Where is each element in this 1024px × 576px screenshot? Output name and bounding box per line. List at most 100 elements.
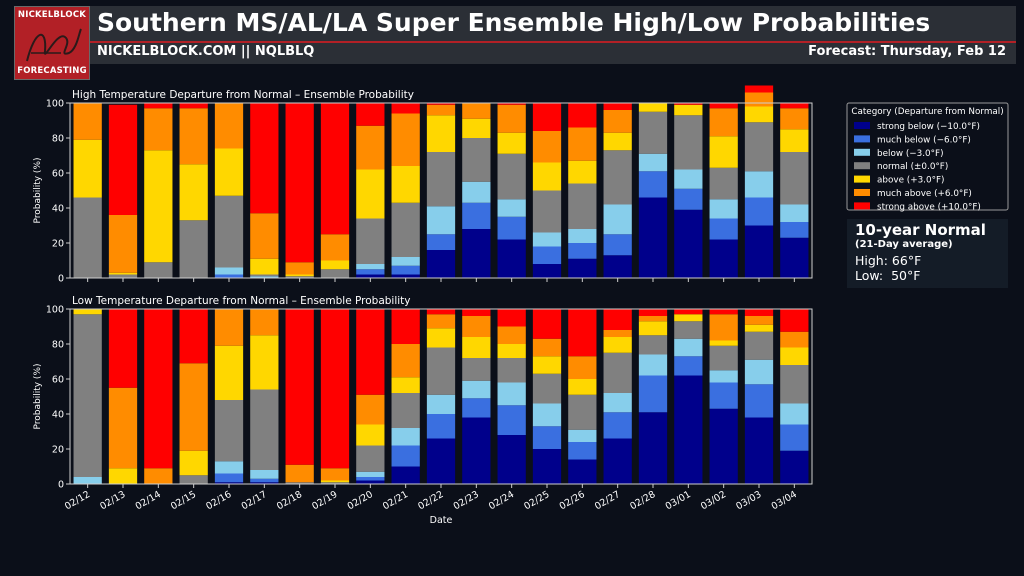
legend-swatch <box>854 162 870 170</box>
y-tick-label: 0 <box>58 274 64 285</box>
bar-segment <box>780 309 809 332</box>
bar-segment <box>568 309 597 357</box>
x-axis-label: Date <box>430 515 453 526</box>
bar-segment <box>250 103 279 214</box>
y-tick-label: 80 <box>52 134 64 145</box>
bar-segment <box>426 103 456 105</box>
bar-segment <box>214 345 244 400</box>
bar-segment <box>497 326 526 344</box>
logo: NICKELBLOCK FORECASTING <box>14 6 90 80</box>
bar-segment <box>462 316 491 337</box>
bar-segment <box>73 103 102 140</box>
normal-low: Low: 50°F <box>855 268 921 283</box>
x-tick-label: 02/16 <box>204 489 233 512</box>
bar-segment <box>532 246 562 264</box>
legend-swatch <box>854 122 870 129</box>
bar-segment <box>568 160 597 184</box>
bar-segment <box>638 103 668 112</box>
bar-segment <box>426 250 456 278</box>
bar-segment <box>285 464 314 483</box>
bar-segment <box>744 359 774 385</box>
bar-segment <box>674 356 703 376</box>
bar-segment <box>462 103 491 119</box>
bar-segment <box>356 269 385 275</box>
bar-segment <box>320 482 350 484</box>
bar-segment <box>179 309 208 364</box>
bar-segment <box>532 309 562 339</box>
bar-segment <box>638 412 668 484</box>
bar-segment <box>568 258 597 278</box>
bar-segment <box>709 103 738 109</box>
bar-segment <box>568 379 597 395</box>
legend-swatch <box>854 189 870 196</box>
bar-segment <box>709 370 738 383</box>
page-title: Southern MS/AL/LA Super Ensemble High/Lo… <box>97 8 931 37</box>
bar-segment <box>462 358 491 381</box>
bar-segment <box>250 274 279 277</box>
x-tick-label: 03/04 <box>770 489 799 512</box>
bar-segment <box>285 276 314 278</box>
bar-segment <box>532 264 562 278</box>
bar-segment <box>709 239 738 278</box>
bar-segment <box>674 103 703 105</box>
x-tick-label: 02/13 <box>98 489 127 512</box>
bar-segment <box>780 152 809 205</box>
bar-segment <box>356 264 385 270</box>
y-tick-label: 60 <box>52 375 64 386</box>
bar-segment <box>709 199 738 219</box>
bar-segment <box>603 234 632 256</box>
bar-segment <box>250 478 279 483</box>
bar-segment <box>744 197 774 226</box>
bar-segment <box>780 331 809 348</box>
y-tick-label: 60 <box>52 169 64 180</box>
bar-segment <box>497 132 526 154</box>
bar-segment <box>356 471 385 477</box>
bar-segment <box>568 442 597 460</box>
bar-segment <box>674 169 703 189</box>
bar-segment <box>462 138 491 182</box>
bar-segment <box>603 393 632 413</box>
x-tick-label: 03/01 <box>664 489 693 512</box>
y-tick-label: 40 <box>52 204 64 215</box>
y-tick-label: 20 <box>52 445 64 456</box>
bar-segment <box>603 132 632 151</box>
bar-segment <box>214 195 244 268</box>
bar-segment <box>744 225 774 278</box>
legend-swatch <box>854 175 870 183</box>
y-tick-label: 0 <box>58 480 64 491</box>
bar-segment <box>73 139 102 198</box>
bar-segment <box>568 394 597 430</box>
bar-segment <box>426 206 456 235</box>
bar-segment <box>320 468 350 481</box>
bar-segment <box>285 103 314 263</box>
bar-segment <box>179 220 208 278</box>
bar-segment <box>320 234 350 261</box>
bar-segment <box>462 181 491 203</box>
bar-segment <box>497 153 526 200</box>
y-tick-label: 40 <box>52 410 64 421</box>
bar-segment <box>356 424 385 446</box>
bar-segment <box>391 466 420 484</box>
bar-segment <box>356 309 385 395</box>
bar-segment <box>426 414 456 439</box>
x-tick-label: 02/17 <box>240 489 269 512</box>
bar-segment <box>780 129 809 152</box>
bar-segment <box>780 424 809 451</box>
legend-label: much below (−6.0°F) <box>877 135 971 145</box>
bar-segment <box>709 167 738 200</box>
y-tick-label: 100 <box>46 99 64 110</box>
legend-label: below (−3.0°F) <box>877 149 944 159</box>
bar-segment <box>674 188 703 210</box>
bar-segment <box>603 412 632 439</box>
legend-swatch <box>854 135 870 143</box>
legend-label: strong above (+10.0°F) <box>877 202 981 212</box>
bar-segment <box>674 104 703 116</box>
bar-segment <box>214 473 244 483</box>
bar-segment <box>744 106 774 123</box>
bar-segment <box>638 111 668 154</box>
bar-segment <box>144 468 173 484</box>
x-tick-label: 02/27 <box>593 489 622 512</box>
bar-segment <box>780 204 809 222</box>
bar-segment <box>497 358 526 383</box>
